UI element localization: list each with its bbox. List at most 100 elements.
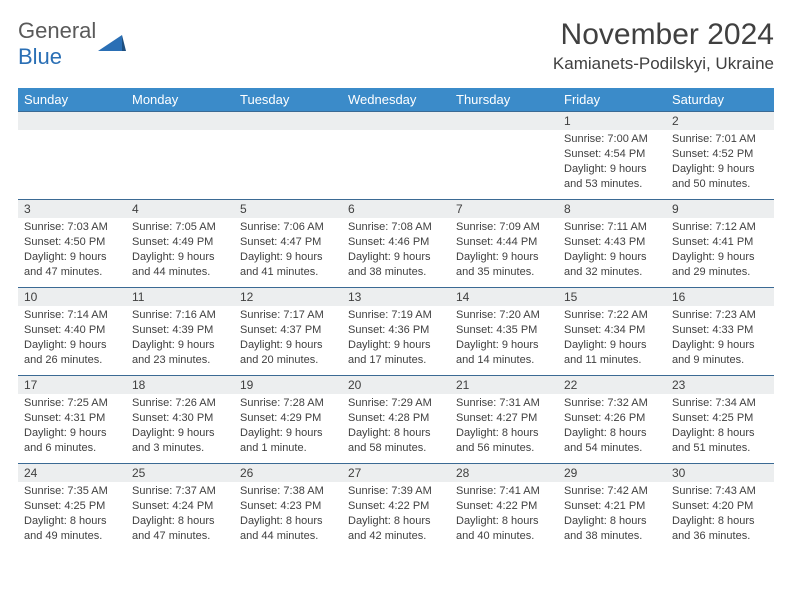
day-number	[126, 112, 234, 130]
calendar-cell: 3Sunrise: 7:03 AM Sunset: 4:50 PM Daylig…	[18, 200, 126, 288]
calendar-cell: 16Sunrise: 7:23 AM Sunset: 4:33 PM Dayli…	[666, 288, 774, 376]
day-number: 10	[18, 288, 126, 306]
day-details: Sunrise: 7:26 AM Sunset: 4:30 PM Dayligh…	[126, 394, 234, 457]
calendar-cell	[18, 112, 126, 200]
calendar-cell: 25Sunrise: 7:37 AM Sunset: 4:24 PM Dayli…	[126, 464, 234, 552]
day-details: Sunrise: 7:20 AM Sunset: 4:35 PM Dayligh…	[450, 306, 558, 369]
calendar-cell: 27Sunrise: 7:39 AM Sunset: 4:22 PM Dayli…	[342, 464, 450, 552]
calendar-cell: 10Sunrise: 7:14 AM Sunset: 4:40 PM Dayli…	[18, 288, 126, 376]
day-number: 23	[666, 376, 774, 394]
day-number: 20	[342, 376, 450, 394]
day-number: 22	[558, 376, 666, 394]
day-number: 24	[18, 464, 126, 482]
calendar-cell: 19Sunrise: 7:28 AM Sunset: 4:29 PM Dayli…	[234, 376, 342, 464]
day-number: 12	[234, 288, 342, 306]
day-number: 1	[558, 112, 666, 130]
day-details: Sunrise: 7:39 AM Sunset: 4:22 PM Dayligh…	[342, 482, 450, 545]
title-block: November 2024 Kamianets-Podilskyi, Ukrai…	[553, 18, 774, 74]
calendar-cell: 4Sunrise: 7:05 AM Sunset: 4:49 PM Daylig…	[126, 200, 234, 288]
day-details: Sunrise: 7:23 AM Sunset: 4:33 PM Dayligh…	[666, 306, 774, 369]
calendar-cell: 26Sunrise: 7:38 AM Sunset: 4:23 PM Dayli…	[234, 464, 342, 552]
calendar-cell: 29Sunrise: 7:42 AM Sunset: 4:21 PM Dayli…	[558, 464, 666, 552]
day-number: 17	[18, 376, 126, 394]
day-details: Sunrise: 7:41 AM Sunset: 4:22 PM Dayligh…	[450, 482, 558, 545]
calendar-cell	[342, 112, 450, 200]
day-details: Sunrise: 7:00 AM Sunset: 4:54 PM Dayligh…	[558, 130, 666, 193]
day-details: Sunrise: 7:25 AM Sunset: 4:31 PM Dayligh…	[18, 394, 126, 457]
day-details: Sunrise: 7:19 AM Sunset: 4:36 PM Dayligh…	[342, 306, 450, 369]
day-details: Sunrise: 7:42 AM Sunset: 4:21 PM Dayligh…	[558, 482, 666, 545]
day-details: Sunrise: 7:08 AM Sunset: 4:46 PM Dayligh…	[342, 218, 450, 281]
day-number: 15	[558, 288, 666, 306]
calendar-table: Sunday Monday Tuesday Wednesday Thursday…	[18, 88, 774, 552]
calendar-cell: 2Sunrise: 7:01 AM Sunset: 4:52 PM Daylig…	[666, 112, 774, 200]
calendar-cell: 13Sunrise: 7:19 AM Sunset: 4:36 PM Dayli…	[342, 288, 450, 376]
day-details	[342, 130, 450, 134]
day-number: 7	[450, 200, 558, 218]
calendar-week-row: 1Sunrise: 7:00 AM Sunset: 4:54 PM Daylig…	[18, 112, 774, 200]
day-header: Sunday	[18, 88, 126, 112]
logo-general: General	[18, 18, 96, 43]
day-number: 9	[666, 200, 774, 218]
day-number: 5	[234, 200, 342, 218]
day-details	[126, 130, 234, 134]
day-number: 8	[558, 200, 666, 218]
calendar-cell: 5Sunrise: 7:06 AM Sunset: 4:47 PM Daylig…	[234, 200, 342, 288]
day-number: 25	[126, 464, 234, 482]
calendar-week-row: 10Sunrise: 7:14 AM Sunset: 4:40 PM Dayli…	[18, 288, 774, 376]
logo-text: General Blue	[18, 18, 96, 70]
day-details: Sunrise: 7:35 AM Sunset: 4:25 PM Dayligh…	[18, 482, 126, 545]
day-number: 29	[558, 464, 666, 482]
day-number: 28	[450, 464, 558, 482]
day-number: 6	[342, 200, 450, 218]
day-details	[18, 130, 126, 134]
day-number	[234, 112, 342, 130]
calendar-week-row: 3Sunrise: 7:03 AM Sunset: 4:50 PM Daylig…	[18, 200, 774, 288]
header: General Blue November 2024 Kamianets-Pod…	[18, 18, 774, 74]
day-number: 11	[126, 288, 234, 306]
day-details: Sunrise: 7:43 AM Sunset: 4:20 PM Dayligh…	[666, 482, 774, 545]
calendar-cell: 24Sunrise: 7:35 AM Sunset: 4:25 PM Dayli…	[18, 464, 126, 552]
day-details: Sunrise: 7:29 AM Sunset: 4:28 PM Dayligh…	[342, 394, 450, 457]
day-header: Wednesday	[342, 88, 450, 112]
calendar-cell: 23Sunrise: 7:34 AM Sunset: 4:25 PM Dayli…	[666, 376, 774, 464]
logo-blue: Blue	[18, 44, 62, 69]
day-number: 2	[666, 112, 774, 130]
day-details	[450, 130, 558, 134]
day-details: Sunrise: 7:03 AM Sunset: 4:50 PM Dayligh…	[18, 218, 126, 281]
calendar-cell: 8Sunrise: 7:11 AM Sunset: 4:43 PM Daylig…	[558, 200, 666, 288]
day-header: Saturday	[666, 88, 774, 112]
calendar-cell: 1Sunrise: 7:00 AM Sunset: 4:54 PM Daylig…	[558, 112, 666, 200]
day-number: 3	[18, 200, 126, 218]
calendar-cell: 6Sunrise: 7:08 AM Sunset: 4:46 PM Daylig…	[342, 200, 450, 288]
calendar-cell	[126, 112, 234, 200]
day-header: Monday	[126, 88, 234, 112]
day-details: Sunrise: 7:06 AM Sunset: 4:47 PM Dayligh…	[234, 218, 342, 281]
month-title: November 2024	[553, 18, 774, 52]
day-number: 30	[666, 464, 774, 482]
day-details: Sunrise: 7:12 AM Sunset: 4:41 PM Dayligh…	[666, 218, 774, 281]
calendar-week-row: 17Sunrise: 7:25 AM Sunset: 4:31 PM Dayli…	[18, 376, 774, 464]
day-header: Tuesday	[234, 88, 342, 112]
day-number: 14	[450, 288, 558, 306]
day-header: Thursday	[450, 88, 558, 112]
day-details: Sunrise: 7:34 AM Sunset: 4:25 PM Dayligh…	[666, 394, 774, 457]
day-number: 16	[666, 288, 774, 306]
day-details: Sunrise: 7:17 AM Sunset: 4:37 PM Dayligh…	[234, 306, 342, 369]
day-details	[234, 130, 342, 134]
calendar-cell: 12Sunrise: 7:17 AM Sunset: 4:37 PM Dayli…	[234, 288, 342, 376]
day-number: 21	[450, 376, 558, 394]
calendar-cell: 11Sunrise: 7:16 AM Sunset: 4:39 PM Dayli…	[126, 288, 234, 376]
day-details: Sunrise: 7:11 AM Sunset: 4:43 PM Dayligh…	[558, 218, 666, 281]
day-details: Sunrise: 7:14 AM Sunset: 4:40 PM Dayligh…	[18, 306, 126, 369]
calendar-cell	[234, 112, 342, 200]
day-details: Sunrise: 7:01 AM Sunset: 4:52 PM Dayligh…	[666, 130, 774, 193]
calendar-cell: 17Sunrise: 7:25 AM Sunset: 4:31 PM Dayli…	[18, 376, 126, 464]
calendar-cell: 14Sunrise: 7:20 AM Sunset: 4:35 PM Dayli…	[450, 288, 558, 376]
day-header-row: Sunday Monday Tuesday Wednesday Thursday…	[18, 88, 774, 112]
calendar-cell: 30Sunrise: 7:43 AM Sunset: 4:20 PM Dayli…	[666, 464, 774, 552]
calendar-cell: 28Sunrise: 7:41 AM Sunset: 4:22 PM Dayli…	[450, 464, 558, 552]
day-number: 4	[126, 200, 234, 218]
day-number: 13	[342, 288, 450, 306]
day-number: 18	[126, 376, 234, 394]
